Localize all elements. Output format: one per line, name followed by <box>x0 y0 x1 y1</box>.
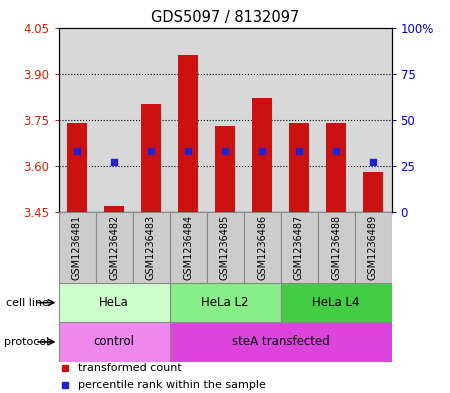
Text: GSM1236482: GSM1236482 <box>109 215 119 280</box>
Text: GSM1236489: GSM1236489 <box>368 215 378 280</box>
Bar <box>95 212 132 283</box>
Bar <box>67 123 87 212</box>
Bar <box>132 212 170 283</box>
Text: GDS5097 / 8132097: GDS5097 / 8132097 <box>151 10 299 25</box>
Text: HeLa L2: HeLa L2 <box>201 296 249 309</box>
Bar <box>178 55 198 212</box>
Bar <box>170 212 207 283</box>
Bar <box>280 28 318 212</box>
Bar <box>58 322 170 362</box>
Bar <box>243 28 280 212</box>
Bar <box>318 212 355 283</box>
Bar <box>170 28 207 212</box>
Text: GSM1236483: GSM1236483 <box>146 215 156 280</box>
Bar <box>289 123 309 212</box>
Bar <box>170 322 392 362</box>
Bar <box>363 172 383 212</box>
Text: percentile rank within the sample: percentile rank within the sample <box>78 380 266 390</box>
Bar <box>243 212 280 283</box>
Text: HeLa: HeLa <box>99 296 129 309</box>
Text: GSM1236486: GSM1236486 <box>257 215 267 280</box>
Bar <box>355 28 392 212</box>
Text: GSM1236484: GSM1236484 <box>183 215 193 280</box>
Text: GSM1236487: GSM1236487 <box>294 215 304 280</box>
Bar <box>207 28 243 212</box>
Bar <box>207 212 243 283</box>
Text: GSM1236481: GSM1236481 <box>72 215 82 280</box>
Bar <box>318 28 355 212</box>
Bar <box>170 283 280 322</box>
Bar <box>141 105 161 212</box>
Text: transformed count: transformed count <box>78 364 182 373</box>
Text: steA transfected: steA transfected <box>232 335 329 349</box>
Text: HeLa L4: HeLa L4 <box>312 296 360 309</box>
Bar <box>280 212 318 283</box>
Bar <box>355 212 392 283</box>
Bar <box>58 28 95 212</box>
Bar <box>104 206 124 212</box>
Bar <box>132 28 170 212</box>
Text: protocol: protocol <box>4 337 50 347</box>
Bar <box>326 123 346 212</box>
Text: GSM1236485: GSM1236485 <box>220 215 230 280</box>
Bar <box>215 126 235 212</box>
Bar <box>58 283 170 322</box>
Bar <box>280 283 392 322</box>
Text: control: control <box>94 335 135 349</box>
Text: cell line: cell line <box>6 298 50 308</box>
Text: GSM1236488: GSM1236488 <box>331 215 341 280</box>
Bar <box>252 98 272 212</box>
Bar <box>95 28 132 212</box>
Bar <box>58 212 95 283</box>
